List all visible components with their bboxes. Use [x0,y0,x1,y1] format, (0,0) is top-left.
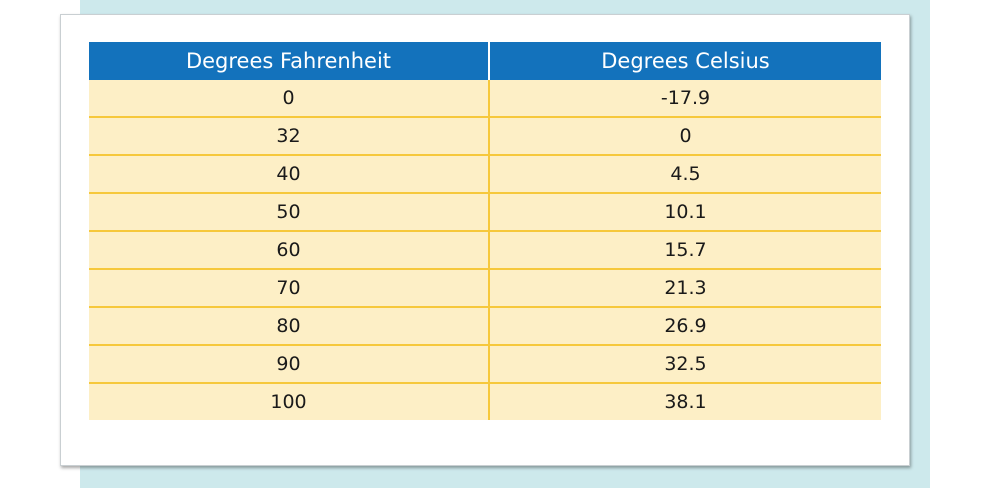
fahrenheit-cell: 90 [89,344,490,383]
header-celsius: Degrees Celsius [489,42,881,80]
celsius-cell: 4.5 [489,154,881,193]
celsius-cell: 21.3 [489,268,881,307]
table-card: Degrees Fahrenheit Degrees Celsius 0 -17… [60,14,910,466]
celsius-cell: 0 [489,116,881,155]
header-fahrenheit: Degrees Fahrenheit [89,42,490,80]
table-row: 90 32.5 [89,344,881,383]
table-row: 40 4.5 [89,154,881,193]
fahrenheit-cell: 32 [89,116,490,155]
celsius-cell: 10.1 [489,192,881,231]
celsius-cell: -17.9 [489,80,881,117]
fahrenheit-cell: 60 [89,230,490,269]
fahrenheit-cell: 70 [89,268,490,307]
table-row: 50 10.1 [89,192,881,231]
table-row: 100 38.1 [89,382,881,420]
table-row: 0 -17.9 [89,80,881,117]
fahrenheit-cell: 100 [89,382,490,420]
celsius-cell: 32.5 [489,344,881,383]
celsius-cell: 38.1 [489,382,881,420]
table-row: 80 26.9 [89,306,881,345]
table-row: 32 0 [89,116,881,155]
table-row: 70 21.3 [89,268,881,307]
table-body: 0 -17.9 32 0 40 4.5 50 10.1 60 15.7 70 2… [89,80,881,420]
conversion-table: Degrees Fahrenheit Degrees Celsius 0 -17… [89,42,881,420]
fahrenheit-cell: 50 [89,192,490,231]
fahrenheit-cell: 40 [89,154,490,193]
celsius-cell: 15.7 [489,230,881,269]
fahrenheit-cell: 0 [89,80,490,117]
table-row: 60 15.7 [89,230,881,269]
table-header: Degrees Fahrenheit Degrees Celsius [89,42,881,80]
fahrenheit-cell: 80 [89,306,490,345]
celsius-cell: 26.9 [489,306,881,345]
